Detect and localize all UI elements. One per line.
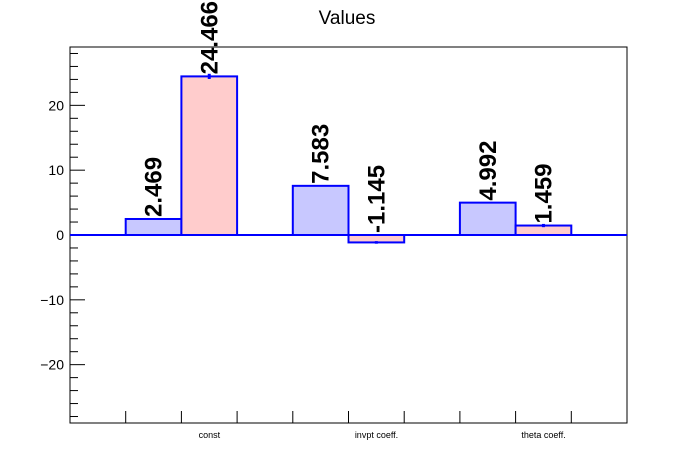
y-tick-label: 0 (56, 227, 64, 243)
bar (124, 217, 183, 236)
data-label: 4.992 (475, 141, 502, 201)
y-tick-label: 20 (48, 97, 64, 113)
y-axis: −20 −10 0 10 20 (40, 52, 85, 418)
data-label: 1.459 (530, 163, 557, 223)
bar (291, 184, 350, 237)
data-label: -1.145 (363, 165, 390, 233)
chart-title: Values (319, 8, 376, 29)
bars (124, 73, 573, 244)
category-label: invpt coeff. (355, 430, 398, 440)
bar (180, 75, 239, 237)
category-label: const (199, 430, 221, 440)
data-label: 2.469 (141, 157, 168, 217)
y-tick-label: −10 (40, 292, 64, 308)
x-axis: const invpt coeff. theta coeff. (125, 411, 572, 440)
data-labels: 2.469 7.583 4.992 24.466 -1.145 1.459 (141, 1, 558, 233)
data-label: 7.583 (308, 124, 335, 184)
data-label: 24.466 (196, 1, 223, 74)
category-label: theta coeff. (521, 430, 565, 440)
bar (458, 201, 517, 236)
y-tick-label: 10 (48, 162, 64, 178)
y-tick-label: −20 (40, 357, 64, 373)
